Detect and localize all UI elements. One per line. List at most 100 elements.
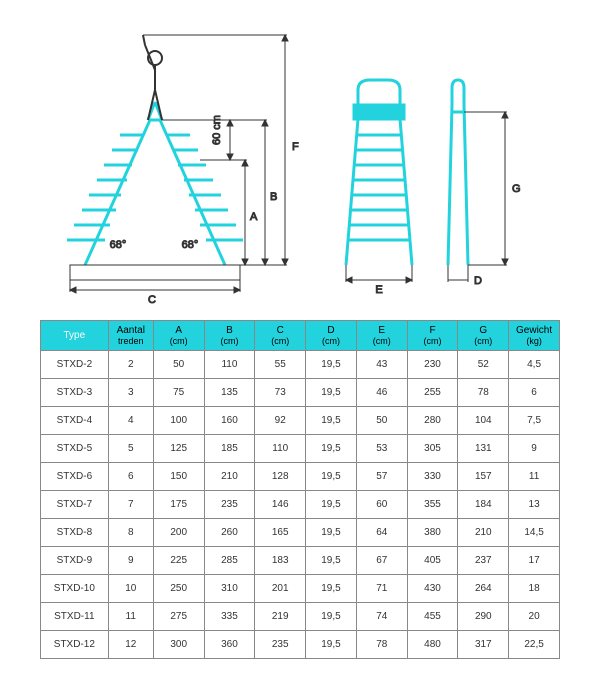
- dim-E: E: [346, 265, 412, 296]
- table-cell: 74: [356, 603, 407, 631]
- table-cell: 64: [356, 519, 407, 547]
- col-header: Aantaltreden: [108, 321, 153, 351]
- table-cell: 7: [108, 491, 153, 519]
- dim-G-label: G: [512, 183, 521, 195]
- table-cell: 165: [255, 519, 306, 547]
- table-cell: 219: [255, 603, 306, 631]
- stepladder-side: [448, 80, 468, 265]
- dim-D: D: [448, 265, 482, 287]
- table-cell: 60: [356, 491, 407, 519]
- ground-base: [70, 265, 240, 280]
- table-cell: STXD-9: [41, 547, 109, 575]
- table-cell: 300: [153, 631, 204, 659]
- ladder-diagram-svg: F B A 60 cm C 68°: [40, 20, 560, 310]
- table-cell: 17: [509, 547, 560, 575]
- table-cell: 52: [458, 351, 509, 379]
- table-cell: 2: [108, 351, 153, 379]
- table-cell: 210: [458, 519, 509, 547]
- col-header: A(cm): [153, 321, 204, 351]
- table-cell: 405: [407, 547, 458, 575]
- table-cell: 280: [407, 407, 458, 435]
- table-cell: 110: [204, 351, 255, 379]
- table-row: STXD-6615021012819,55733015711: [41, 463, 560, 491]
- table-cell: 19,5: [306, 379, 357, 407]
- table-cell: STXD-10: [41, 575, 109, 603]
- table-cell: 235: [204, 491, 255, 519]
- col-header: F(cm): [407, 321, 458, 351]
- table-row: STXD-5512518511019,5533051319: [41, 435, 560, 463]
- table-cell: 6: [509, 379, 560, 407]
- table-cell: 19,5: [306, 603, 357, 631]
- table-cell: 11: [509, 463, 560, 491]
- table-cell: 128: [255, 463, 306, 491]
- table-cell: 4,5: [509, 351, 560, 379]
- table-cell: 480: [407, 631, 458, 659]
- table-cell: 4: [108, 407, 153, 435]
- table-cell: 380: [407, 519, 458, 547]
- table-cell: 201: [255, 575, 306, 603]
- table-cell: 175: [153, 491, 204, 519]
- table-cell: 160: [204, 407, 255, 435]
- table-cell: 50: [153, 351, 204, 379]
- table-cell: STXD-6: [41, 463, 109, 491]
- table-cell: 455: [407, 603, 458, 631]
- table-row: STXD-8820026016519,56438021014,5: [41, 519, 560, 547]
- col-header: Type: [41, 321, 109, 351]
- table-cell: 19,5: [306, 351, 357, 379]
- table-cell: 22,5: [509, 631, 560, 659]
- diagram-figure: F B A 60 cm C 68°: [0, 0, 600, 320]
- table-cell: 157: [458, 463, 509, 491]
- table-row: STXD-22501105519,543230524,5: [41, 351, 560, 379]
- table-cell: 19,5: [306, 435, 357, 463]
- table-cell: 7,5: [509, 407, 560, 435]
- dim-A-label: A: [250, 211, 258, 223]
- table-cell: 185: [204, 435, 255, 463]
- spec-table-body: STXD-22501105519,543230524,5STXD-3375135…: [41, 351, 560, 659]
- table-cell: 19,5: [306, 463, 357, 491]
- dim-C-label: C: [148, 294, 156, 306]
- table-cell: 184: [458, 491, 509, 519]
- table-cell: 78: [356, 631, 407, 659]
- table-cell: 104: [458, 407, 509, 435]
- col-header: B(cm): [204, 321, 255, 351]
- dim-F-label: F: [292, 141, 299, 153]
- table-row: STXD-101025031020119,57143026418: [41, 575, 560, 603]
- table-cell: 330: [407, 463, 458, 491]
- table-cell: 260: [204, 519, 255, 547]
- table-cell: 73: [255, 379, 306, 407]
- table-cell: 13: [509, 491, 560, 519]
- table-cell: 150: [153, 463, 204, 491]
- table-row: STXD-7717523514619,56035518413: [41, 491, 560, 519]
- table-cell: 264: [458, 575, 509, 603]
- spec-table-wrap: TypeAantaltredenA(cm)B(cm)C(cm)D(cm)E(cm…: [0, 320, 600, 679]
- angle-right-label: 68°: [182, 239, 199, 251]
- table-cell: 5: [108, 435, 153, 463]
- table-cell: 310: [204, 575, 255, 603]
- table-cell: 285: [204, 547, 255, 575]
- dim-D-label: D: [474, 275, 482, 287]
- dim-E-label: E: [375, 284, 382, 296]
- table-cell: 10: [108, 575, 153, 603]
- table-cell: 78: [458, 379, 509, 407]
- spec-table: TypeAantaltredenA(cm)B(cm)C(cm)D(cm)E(cm…: [40, 320, 560, 659]
- table-cell: 9: [108, 547, 153, 575]
- table-cell: 9: [509, 435, 560, 463]
- table-cell: STXD-11: [41, 603, 109, 631]
- stepladder-front: [346, 80, 412, 265]
- table-cell: STXD-12: [41, 631, 109, 659]
- table-cell: 430: [407, 575, 458, 603]
- spec-table-head: TypeAantaltredenA(cm)B(cm)C(cm)D(cm)E(cm…: [41, 321, 560, 351]
- table-cell: 8: [108, 519, 153, 547]
- table-cell: 250: [153, 575, 204, 603]
- table-cell: STXD-4: [41, 407, 109, 435]
- table-cell: 210: [204, 463, 255, 491]
- table-cell: STXD-7: [41, 491, 109, 519]
- table-cell: 18: [509, 575, 560, 603]
- table-cell: 71: [356, 575, 407, 603]
- dim-G: G: [464, 112, 521, 265]
- col-header: Gewicht(kg): [509, 321, 560, 351]
- table-cell: STXD-3: [41, 379, 109, 407]
- table-row: STXD-111127533521919,57445529020: [41, 603, 560, 631]
- table-cell: 146: [255, 491, 306, 519]
- dim-B-label: B: [270, 191, 277, 203]
